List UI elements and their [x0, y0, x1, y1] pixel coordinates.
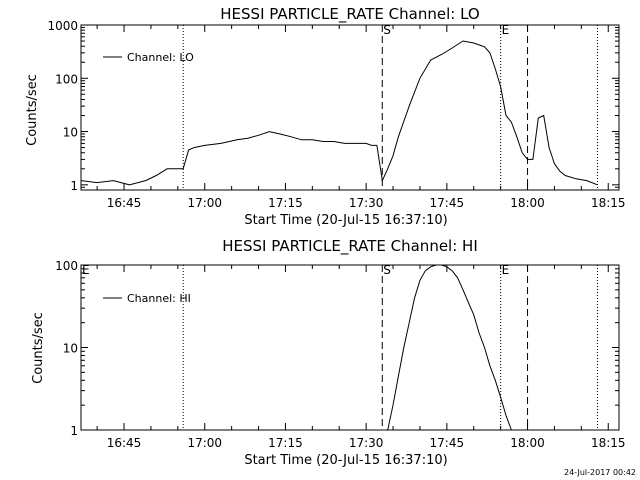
x-tick-label: 18:15	[591, 436, 626, 450]
x-tick-label: 16:45	[107, 196, 142, 210]
x-tick-label: 18:15	[591, 196, 626, 210]
plot-frame	[80, 24, 620, 191]
time-marker-label: S	[383, 23, 391, 37]
x-axis-ticks: 16:45 17:00 17:15 17:30 17:45 18:00 18:15	[96, 25, 626, 210]
y-tick-label: 1	[70, 179, 78, 193]
x-tick-label: 17:00	[187, 436, 222, 450]
x-axis-ticks: 16:45 17:00 17:15 17:30 17:45 18:00 18:15	[96, 265, 626, 450]
y-axis-ticks: 1 10 100	[55, 259, 619, 438]
y-axis-ticks: 1 10 100 1000	[47, 19, 619, 193]
x-tick-label: 17:30	[349, 196, 384, 210]
series-line-lo	[80, 40, 598, 186]
legend: Channel: HI	[103, 292, 191, 305]
x-tick-label: 17:15	[268, 196, 303, 210]
hi-channel-panel: HESSI PARTICLE_RATE Channel: HI 1 10 100 1…	[31, 237, 626, 468]
time-marker-label: S	[383, 263, 391, 277]
x-tick-label: 18:00	[510, 196, 545, 210]
y-tick-label: 100	[55, 72, 78, 86]
time-marker-label: E	[502, 263, 510, 277]
x-axis-label: Start Time (20-Jul-15 16:37:10)	[244, 213, 447, 228]
x-tick-label: 17:30	[349, 436, 384, 450]
footer-timestamp: 24-Jul-2017 00:42	[564, 468, 636, 477]
legend-label: Channel: HI	[127, 292, 191, 305]
y-tick-label: 10	[63, 342, 78, 356]
series-line-hi	[387, 264, 512, 431]
y-tick-label: 1	[70, 424, 78, 438]
x-tick-label: 18:00	[510, 436, 545, 450]
time-marker-label: E	[502, 23, 510, 37]
x-tick-label: 17:45	[430, 196, 465, 210]
y-tick-label: 10	[63, 126, 78, 140]
chart-title: HESSI PARTICLE_RATE Channel: HI	[222, 237, 478, 256]
legend: Channel: LO	[103, 51, 194, 64]
y-axis-label: Counts/sec	[31, 312, 46, 384]
x-tick-label: 17:45	[430, 436, 465, 450]
plot-frame	[80, 264, 620, 431]
legend-label: Channel: LO	[127, 51, 194, 64]
guide-lines	[182, 25, 598, 190]
x-tick-label: 17:00	[187, 196, 222, 210]
time-marker-label: E	[82, 263, 90, 277]
x-axis-label: Start Time (20-Jul-15 16:37:10)	[244, 453, 447, 468]
lo-channel-panel: HESSI PARTICLE_RATE Channel: LO 1 10 100 10…	[25, 5, 626, 228]
y-axis-label: Counts/sec	[25, 74, 40, 146]
guide-lines	[182, 265, 598, 430]
chart-title: HESSI PARTICLE_RATE Channel: LO	[220, 5, 479, 24]
x-tick-label: 17:15	[268, 436, 303, 450]
x-tick-label: 16:45	[107, 436, 142, 450]
y-tick-label: 1000	[47, 19, 78, 33]
y-tick-label: 100	[55, 259, 78, 273]
